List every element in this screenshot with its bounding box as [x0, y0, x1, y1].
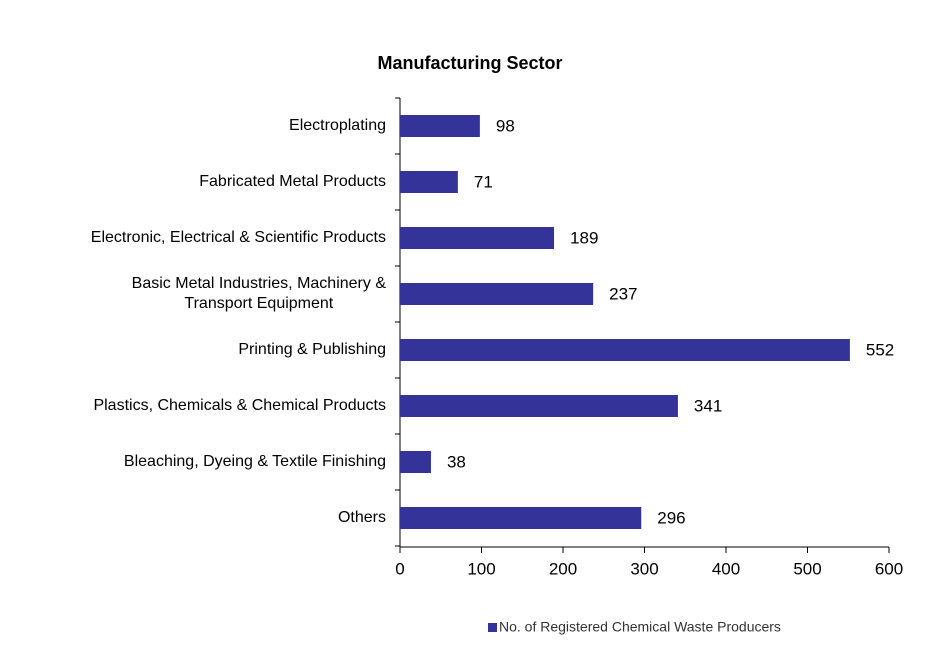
category-label: Plastics, Chemicals & Chemical Products — [93, 397, 386, 414]
category-label-box: Bleaching, Dyeing & Textile Finishing — [124, 452, 386, 472]
data-label: 71 — [474, 172, 493, 191]
bar — [400, 171, 458, 193]
category-label: Others — [337, 509, 386, 526]
x-tick-label: 200 — [549, 559, 577, 578]
data-label: 296 — [657, 508, 685, 527]
category-label-box: Electronic, Electrical & Scientific Prod… — [91, 228, 386, 248]
bar — [400, 115, 480, 137]
x-tick-label: 300 — [630, 559, 658, 578]
category-label: Basic Metal Industries, Machinery & Tran… — [131, 275, 386, 312]
bar — [400, 227, 555, 249]
bar — [400, 339, 850, 361]
category-label-box: Plastics, Chemicals & Chemical Products — [93, 396, 386, 416]
bar — [400, 395, 678, 417]
bar — [400, 507, 642, 529]
category-label: Printing & Publishing — [238, 341, 386, 358]
bar — [400, 451, 431, 473]
legend-label: No. of Registered Chemical Waste Produce… — [499, 619, 781, 635]
data-label: 237 — [609, 284, 637, 303]
category-label-box: Electroplating — [289, 116, 386, 136]
data-label: 189 — [570, 228, 598, 247]
x-tick-label: 100 — [467, 559, 495, 578]
category-label: Electroplating — [289, 117, 386, 134]
data-label: 552 — [866, 340, 894, 359]
x-tick-label: 600 — [875, 559, 903, 578]
x-tick-label: 400 — [712, 559, 740, 578]
category-label-box: Basic Metal Industries, Machinery & Tran… — [132, 274, 386, 314]
data-label: 38 — [447, 452, 466, 471]
data-label: 98 — [496, 116, 515, 135]
category-label: Electronic, Electrical & Scientific Prod… — [90, 229, 386, 246]
category-label-box: Fabricated Metal Products — [199, 172, 386, 192]
category-label-box: Others — [338, 508, 386, 528]
x-tick-label: 500 — [793, 559, 821, 578]
data-label: 341 — [694, 396, 722, 415]
chart-title: Manufacturing Sector — [377, 53, 562, 73]
legend-swatch — [488, 623, 497, 632]
category-label: Bleaching, Dyeing & Textile Finishing — [123, 453, 386, 470]
bar — [400, 283, 594, 305]
category-label-box: Printing & Publishing — [238, 340, 386, 360]
x-tick-label: 0 — [395, 559, 404, 578]
category-label: Fabricated Metal Products — [199, 173, 386, 190]
